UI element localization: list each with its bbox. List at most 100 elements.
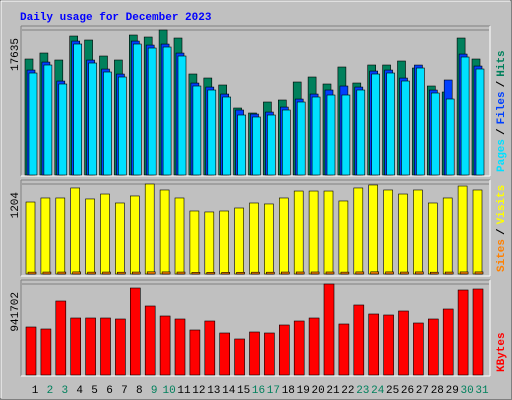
bar	[25, 326, 37, 376]
x-tick-label: 24	[371, 385, 385, 397]
bar	[144, 183, 155, 275]
bar	[55, 197, 66, 275]
bar	[429, 271, 439, 275]
x-tick-label: 9	[151, 385, 158, 397]
bar	[117, 271, 126, 275]
bar	[115, 202, 125, 275]
x-tick-label: 7	[121, 385, 128, 397]
x-tick-label: 30	[460, 385, 473, 397]
bar	[472, 288, 484, 376]
bar	[234, 207, 244, 275]
bar	[413, 189, 423, 275]
bar	[159, 315, 171, 376]
bar	[474, 271, 484, 275]
bar	[222, 96, 231, 176]
bar	[236, 271, 245, 275]
x-tick-label: 6	[106, 385, 113, 397]
bar	[371, 73, 381, 176]
legend-entry: Hits	[496, 50, 508, 76]
bar	[115, 318, 126, 376]
bar	[73, 43, 82, 176]
bar	[398, 310, 409, 376]
bar	[430, 92, 440, 176]
bar	[189, 329, 201, 376]
bar	[204, 211, 215, 275]
x-tick-label: 20	[311, 385, 324, 397]
bar	[176, 271, 186, 275]
chart-title: Daily usage for December 2023	[20, 12, 212, 24]
bar	[353, 187, 364, 275]
bar	[28, 72, 38, 176]
x-tick-label: 27	[416, 385, 429, 397]
x-tick-label: 25	[386, 385, 399, 397]
bar	[40, 197, 51, 275]
bar	[383, 314, 394, 376]
bar	[368, 184, 379, 275]
legend-entry: Pages	[496, 139, 508, 172]
bar	[267, 114, 276, 176]
bar	[427, 318, 439, 376]
bar	[278, 324, 290, 376]
bar	[249, 331, 260, 376]
x-tick-label: 12	[192, 385, 205, 397]
bar	[326, 94, 336, 176]
x-tick-label: 8	[136, 385, 143, 397]
bar	[42, 271, 52, 275]
bar	[118, 76, 127, 176]
bar	[311, 96, 321, 176]
x-tick-label: 19	[297, 385, 310, 397]
bar	[174, 197, 185, 275]
bar	[457, 289, 469, 376]
legend-separator: /	[496, 80, 508, 87]
x-tick-label: 1	[32, 385, 39, 397]
legend-entry: Sites	[496, 239, 508, 272]
x-tick-label: 3	[61, 385, 68, 397]
legend: KBytes	[496, 332, 508, 372]
bar	[132, 271, 141, 275]
bar	[280, 271, 290, 275]
bar	[475, 68, 485, 176]
x-tick-label: 11	[177, 385, 191, 397]
legend-separator: /	[496, 228, 508, 235]
bar	[237, 114, 246, 176]
x-tick-label: 18	[282, 385, 295, 397]
bar	[204, 320, 216, 376]
bar	[386, 72, 395, 176]
bar	[415, 271, 424, 275]
bar	[130, 195, 140, 275]
bar	[416, 67, 425, 176]
bar	[325, 271, 335, 275]
bar	[100, 317, 111, 376]
bar	[293, 320, 305, 376]
bar	[323, 190, 334, 275]
bar	[70, 317, 81, 376]
bar	[460, 56, 470, 176]
x-tick-label: 10	[162, 385, 175, 397]
bar	[147, 47, 157, 176]
x-tick-label: 17	[267, 385, 280, 397]
bar	[264, 332, 275, 376]
legend: Pages / Files / Hits	[496, 50, 508, 172]
bar	[100, 193, 110, 275]
bar	[370, 271, 380, 275]
bar	[102, 271, 111, 275]
bar	[192, 85, 202, 176]
bar	[323, 283, 335, 376]
bar	[368, 313, 380, 376]
bar	[234, 338, 245, 376]
bar	[219, 332, 230, 376]
bar	[444, 271, 454, 275]
y-tick-label: 941702	[10, 292, 22, 332]
bar	[221, 272, 230, 275]
bar	[55, 300, 67, 376]
x-tick-label: 13	[207, 385, 220, 397]
bar	[251, 271, 260, 275]
bar	[353, 304, 365, 376]
bar	[266, 271, 275, 275]
bar	[413, 322, 424, 376]
x-tick-label: 16	[252, 385, 265, 397]
bar	[457, 185, 468, 275]
bar	[296, 101, 306, 176]
bar	[25, 201, 36, 275]
